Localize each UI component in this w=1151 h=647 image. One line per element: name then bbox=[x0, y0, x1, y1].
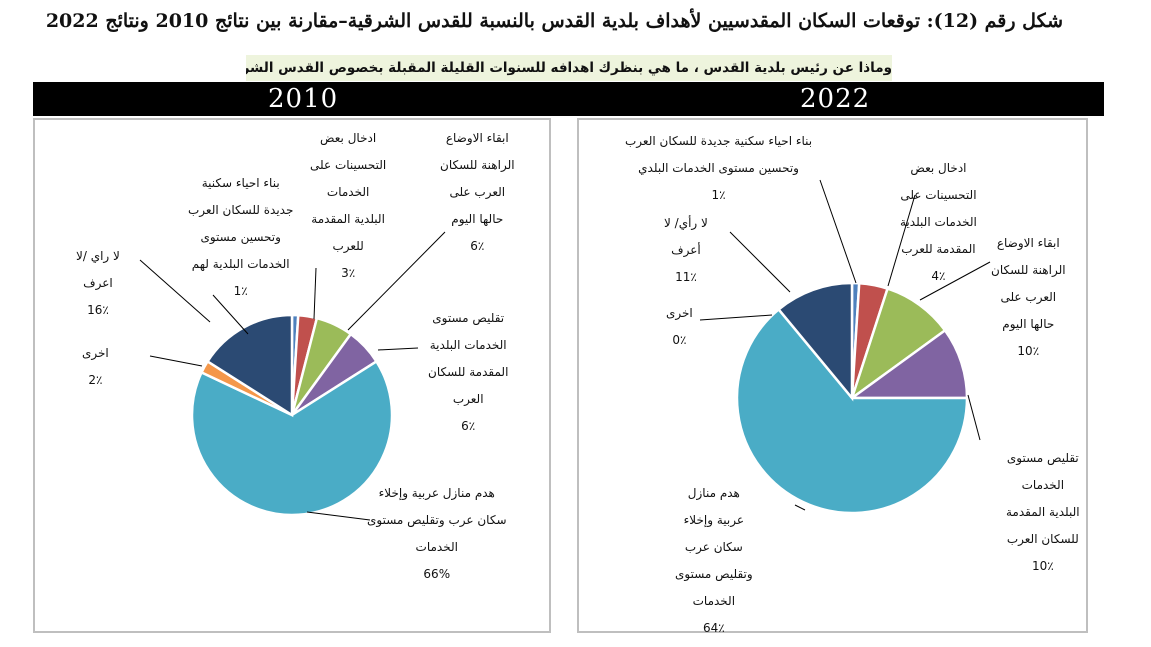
slice-label-2022-3: تقليص مستوى الخدمات البلدية المقدمة للسكان … bbox=[1006, 445, 1080, 580]
pie-slice-2022-2 bbox=[849, 287, 947, 402]
slice-label-line: الخدمات bbox=[1021, 478, 1065, 492]
leader-line-2010-6 bbox=[139, 259, 211, 323]
slice-label-2010-2: ابقاء الاوضاع الراهنة للسكان العرب على حاله… bbox=[440, 125, 515, 260]
leader-line-2022-6 bbox=[729, 231, 791, 293]
slice-label-line: لا راي /لا bbox=[76, 249, 120, 263]
slice-label-percent: 16٪ bbox=[87, 303, 109, 317]
pie-slice-2010-4 bbox=[190, 359, 394, 517]
leader-line-2010-0 bbox=[212, 294, 249, 335]
slice-label-line: بناء احياء سكنية bbox=[201, 176, 280, 190]
slice-label-line: عربية وإخلاء bbox=[683, 513, 744, 527]
leader-line-2022-3 bbox=[967, 394, 981, 441]
year-label-2022: 2022 bbox=[800, 84, 871, 114]
slice-label-2022-2: ابقاء الاوضاع الراهنة للسكان العرب على حاله… bbox=[991, 230, 1066, 365]
leader-line-2022-1 bbox=[887, 194, 916, 287]
slice-label-line: العرب على bbox=[449, 185, 506, 199]
figure-subtitle: وماذا عن رئيس بلدية القدس ، ما هي بنظرك … bbox=[246, 55, 892, 81]
slice-label-line: هدم منازل bbox=[687, 486, 740, 500]
pie-slice-2022-4 bbox=[735, 307, 969, 515]
slice-label-percent: 4٪ bbox=[931, 269, 946, 283]
slice-label-line: ابقاء الاوضاع bbox=[445, 131, 509, 145]
pie-slice-2010-6 bbox=[205, 313, 294, 418]
slice-label-2010-5: اخرى 2٪ bbox=[82, 340, 109, 394]
slice-label-line: وتحسين مستوى الخدمات البلدي bbox=[638, 161, 799, 175]
slice-label-2022-5: اخرى 0٪ bbox=[666, 300, 693, 354]
slice-label-line: اخرى bbox=[82, 346, 109, 360]
slice-label-2010-6: لا راي /لا اعرف 16٪ bbox=[76, 243, 120, 324]
leader-line-2010-1 bbox=[313, 267, 317, 320]
slice-label-line: أعرف bbox=[671, 243, 701, 257]
slice-label-line: ادخال بعض bbox=[910, 161, 967, 175]
slice-label-line: المقدمة للسكان bbox=[428, 365, 509, 379]
slice-label-percent: 64٪ bbox=[702, 621, 725, 635]
slice-label-2022-1: ادخال بعض التحسينات على الخدمات البلدية الم… bbox=[900, 155, 977, 290]
slice-label-percent: 11٪ bbox=[675, 270, 697, 284]
slice-label-2022-6: لا رأي/ لا أعرف 11٪ bbox=[664, 210, 708, 291]
leader-line-2010-2 bbox=[347, 231, 446, 331]
slice-label-percent: 6٪ bbox=[461, 419, 476, 433]
leader-line-2022-5 bbox=[699, 314, 773, 321]
slice-label-line: للسكان العرب bbox=[1006, 532, 1079, 546]
slice-label-percent: 0٪ bbox=[672, 333, 687, 347]
slice-label-line: العرب على bbox=[1000, 290, 1057, 304]
slice-label-line: الخدمات bbox=[415, 540, 458, 554]
slice-label-line: هدم منازل عربية وإخلاء bbox=[378, 486, 495, 500]
slice-label-line: البلدية المقدمة bbox=[1006, 505, 1080, 519]
year-label-2010: 2010 bbox=[268, 84, 339, 114]
leader-line-2022-0 bbox=[819, 179, 857, 284]
slice-label-2010-1: ادخال بعض التحسينات على الخدمات البلدية الم… bbox=[310, 125, 386, 287]
slice-label-line: ابقاء الاوضاع bbox=[996, 236, 1060, 250]
slice-label-line: اخرى bbox=[666, 306, 693, 320]
leader-line-2010-5 bbox=[149, 355, 203, 367]
leader-line-2010-4 bbox=[306, 511, 371, 521]
slice-label-line: وتقليص مستوى bbox=[675, 567, 753, 581]
slice-label-2022-4: هدم منازل عربية وإخلاء سكان عرب وتقليص مستو… bbox=[675, 480, 753, 642]
figure-title: شكل رقم (12): توقعات السكان المقدسيين لأ… bbox=[45, 10, 1063, 32]
slice-label-percent: 1٪ bbox=[711, 188, 726, 202]
slice-label-line: جديدة للسكان العرب bbox=[188, 203, 294, 217]
leader-line-2010-3 bbox=[377, 347, 419, 351]
leader-line-2022-2 bbox=[919, 261, 991, 301]
slice-label-2010-0: بناء احياء سكنية جديدة للسكان العرب وتحسين… bbox=[188, 170, 293, 305]
slice-label-2010-4: هدم منازل عربية وإخلاء سكان عرب وتقليص مس… bbox=[367, 480, 507, 588]
slice-label-2010-3: تقليص مستوى الخدمات البلدية المقدمة للسكان… bbox=[428, 305, 508, 440]
slice-label-line: الراهنة للسكان bbox=[440, 158, 515, 172]
slice-label-line: تقليص مستوى bbox=[1006, 451, 1079, 465]
slice-label-line: اعرف bbox=[83, 276, 113, 290]
slice-label-line: المقدمة للعرب bbox=[901, 242, 976, 256]
slice-label-line: سكان عرب bbox=[684, 540, 743, 554]
slice-label-line: الخدمات البلدية bbox=[429, 338, 507, 352]
slice-label-2022-0: بناء احياء سكنية جديدة للسكان العرب وتحسي… bbox=[625, 128, 812, 209]
slice-label-line: بناء احياء سكنية جديدة للسكان العرب bbox=[625, 134, 813, 148]
year-header-bar bbox=[33, 82, 1104, 116]
slice-label-line: الخدمات البلدية لهم bbox=[191, 257, 290, 271]
slice-label-line: الخدمات bbox=[692, 594, 736, 608]
slice-label-line: البلدية المقدمة bbox=[311, 212, 385, 226]
slice-label-line: الراهنة للسكان bbox=[991, 263, 1066, 277]
slice-label-percent: 10٪ bbox=[1017, 344, 1040, 358]
slice-label-line: لا رأي/ لا bbox=[664, 216, 708, 230]
slice-label-line: الخدمات البلدية bbox=[900, 215, 977, 229]
slice-label-percent: 1٪ bbox=[233, 284, 248, 298]
slice-label-percent: 2٪ bbox=[88, 373, 103, 387]
slice-label-percent: 10٪ bbox=[1031, 559, 1054, 573]
slice-label-percent: 6٪ bbox=[470, 239, 485, 253]
slice-label-line: العرب bbox=[452, 392, 484, 406]
slice-label-line: للعرب bbox=[332, 239, 364, 253]
pie-slice-2022-6 bbox=[776, 281, 854, 402]
slice-label-line: حالها اليوم bbox=[451, 212, 504, 226]
pie-slice-2022-3 bbox=[848, 328, 969, 400]
slice-label-line: حالها اليوم bbox=[1002, 317, 1055, 331]
slice-label-line: الخدمات bbox=[326, 185, 370, 199]
slice-label-percent: 66% bbox=[423, 567, 451, 581]
slice-label-percent: 3٪ bbox=[341, 266, 356, 280]
slice-label-line: ادخال بعض bbox=[320, 131, 377, 145]
slice-label-line: سكان عرب وتقليص مستوى bbox=[367, 513, 507, 527]
slice-label-line: التحسينات على bbox=[900, 188, 977, 202]
slice-label-line: التحسينات على bbox=[310, 158, 387, 172]
slice-label-line: وتحسين مستوى bbox=[200, 230, 281, 244]
slice-label-line: تقليص مستوى bbox=[432, 311, 505, 325]
leader-line-2022-4 bbox=[794, 504, 806, 511]
